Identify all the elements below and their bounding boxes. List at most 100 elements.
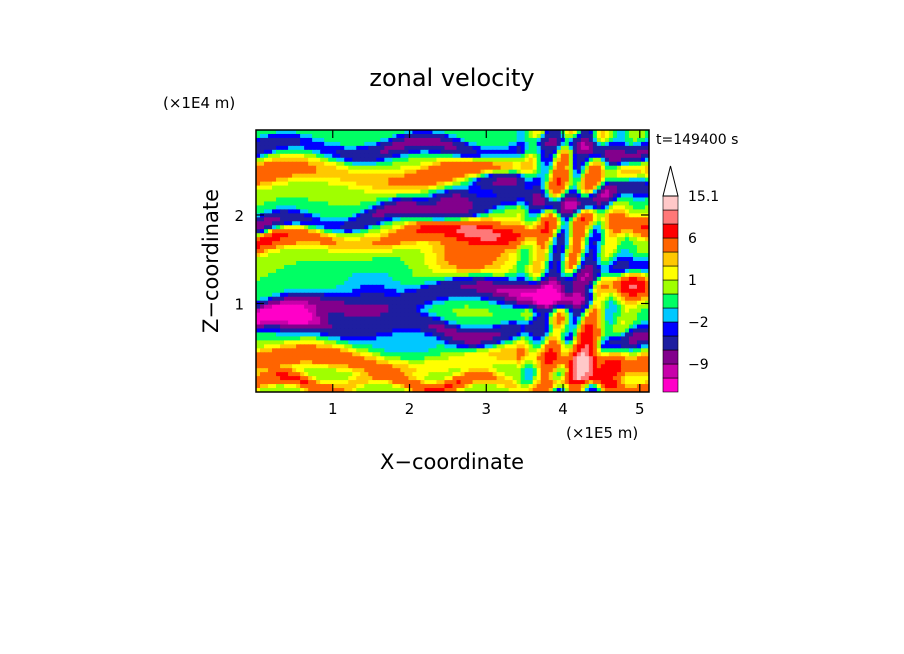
heatmap-cell	[400, 324, 405, 330]
heatmap-cell	[312, 316, 317, 322]
heatmap-cell	[324, 145, 329, 151]
heatmap-cell	[340, 141, 345, 147]
heatmap-cell	[640, 197, 646, 203]
heatmap-cell	[396, 145, 401, 151]
heatmap-cell	[500, 292, 506, 298]
heatmap-cell	[328, 197, 333, 203]
heatmap-cell	[452, 137, 458, 143]
heatmap-cell	[592, 133, 598, 139]
heatmap-cell	[516, 201, 522, 207]
heatmap-cell	[600, 249, 606, 254]
heatmap-cell	[440, 328, 446, 334]
heatmap-cell	[456, 137, 462, 143]
heatmap-cell	[256, 209, 261, 214]
heatmap-cell	[536, 280, 542, 286]
heatmap-cell	[528, 233, 534, 238]
heatmap-cell	[588, 249, 594, 254]
heatmap-cell	[312, 205, 317, 210]
heatmap-cell	[460, 233, 466, 238]
heatmap-cell	[532, 133, 538, 139]
heatmap-cell	[280, 197, 285, 203]
heatmap-cell	[352, 245, 357, 250]
heatmap-cell	[460, 328, 466, 334]
heatmap-cell	[296, 284, 301, 290]
heatmap-cell	[540, 177, 546, 183]
heatmap-cell	[368, 241, 373, 246]
heatmap-cell	[344, 276, 349, 282]
heatmap-cell	[304, 292, 309, 298]
heatmap-cell	[472, 292, 478, 298]
heatmap-cell	[284, 145, 289, 151]
heatmap-cell	[408, 312, 413, 318]
heatmap-cell	[464, 193, 470, 199]
heatmap-cell	[592, 261, 598, 266]
heatmap-cell	[488, 316, 494, 322]
heatmap-cell	[332, 157, 337, 163]
heatmap-cell	[368, 165, 373, 171]
heatmap-cell	[412, 245, 418, 250]
heatmap-cell	[280, 249, 285, 254]
heatmap-cell	[516, 284, 522, 290]
heatmap-cell	[628, 320, 634, 326]
heatmap-cell	[568, 225, 574, 230]
heatmap-cell	[512, 320, 518, 326]
heatmap-cell	[548, 189, 554, 195]
heatmap-cell	[612, 177, 618, 183]
heatmap-cell	[500, 280, 506, 286]
heatmap-cell	[464, 185, 470, 191]
heatmap-cell	[496, 201, 502, 207]
heatmap-cell	[536, 272, 542, 278]
heatmap-cell	[268, 328, 273, 334]
heatmap-cell	[492, 213, 498, 218]
heatmap-cell	[480, 217, 486, 222]
heatmap-cell	[572, 221, 578, 226]
heatmap-cell	[300, 261, 305, 266]
heatmap-cell	[612, 253, 618, 258]
heatmap-cell	[612, 141, 618, 147]
heatmap-cell	[564, 257, 570, 262]
heatmap-cell	[636, 257, 642, 262]
heatmap-cell	[484, 133, 490, 139]
heatmap-cell	[560, 237, 566, 242]
heatmap-cell	[540, 189, 546, 195]
heatmap-cell	[624, 268, 630, 274]
heatmap-cell	[560, 157, 566, 163]
heatmap-cell	[324, 312, 329, 318]
heatmap-cell	[320, 165, 325, 171]
heatmap-cell	[432, 324, 438, 330]
heatmap-cell	[436, 288, 442, 294]
heatmap-cell	[468, 201, 474, 207]
heatmap-cell	[268, 276, 273, 282]
heatmap-cell	[532, 165, 538, 171]
heatmap-cell	[560, 225, 566, 230]
heatmap-cell	[472, 233, 478, 238]
heatmap-cell	[272, 237, 277, 242]
heatmap-cell	[284, 189, 289, 195]
heatmap-cell	[628, 272, 634, 278]
heatmap-cell	[364, 173, 369, 179]
heatmap-cell	[324, 185, 329, 191]
heatmap-cell	[448, 145, 454, 151]
heatmap-cell	[260, 157, 265, 163]
heatmap-cell	[340, 217, 345, 222]
heatmap-cell	[448, 229, 454, 234]
heatmap-cell	[512, 237, 518, 242]
heatmap-cell	[520, 276, 526, 282]
heatmap-cell	[528, 189, 534, 195]
heatmap-cell	[448, 304, 454, 310]
heatmap-cell	[464, 233, 470, 238]
heatmap-cell	[588, 130, 594, 135]
heatmap-cell	[540, 217, 546, 222]
heatmap-cell	[544, 169, 550, 175]
heatmap-cell	[580, 320, 586, 326]
heatmap-cell	[612, 320, 618, 326]
heatmap-cell	[316, 141, 321, 147]
heatmap-cell	[508, 284, 514, 290]
heatmap-cell	[576, 316, 582, 322]
heatmap-cell	[380, 245, 385, 250]
heatmap-cell	[436, 284, 442, 290]
heatmap-cell	[424, 161, 430, 167]
heatmap-cell	[456, 209, 462, 214]
heatmap-cell	[616, 253, 622, 258]
heatmap-cell	[524, 145, 530, 151]
